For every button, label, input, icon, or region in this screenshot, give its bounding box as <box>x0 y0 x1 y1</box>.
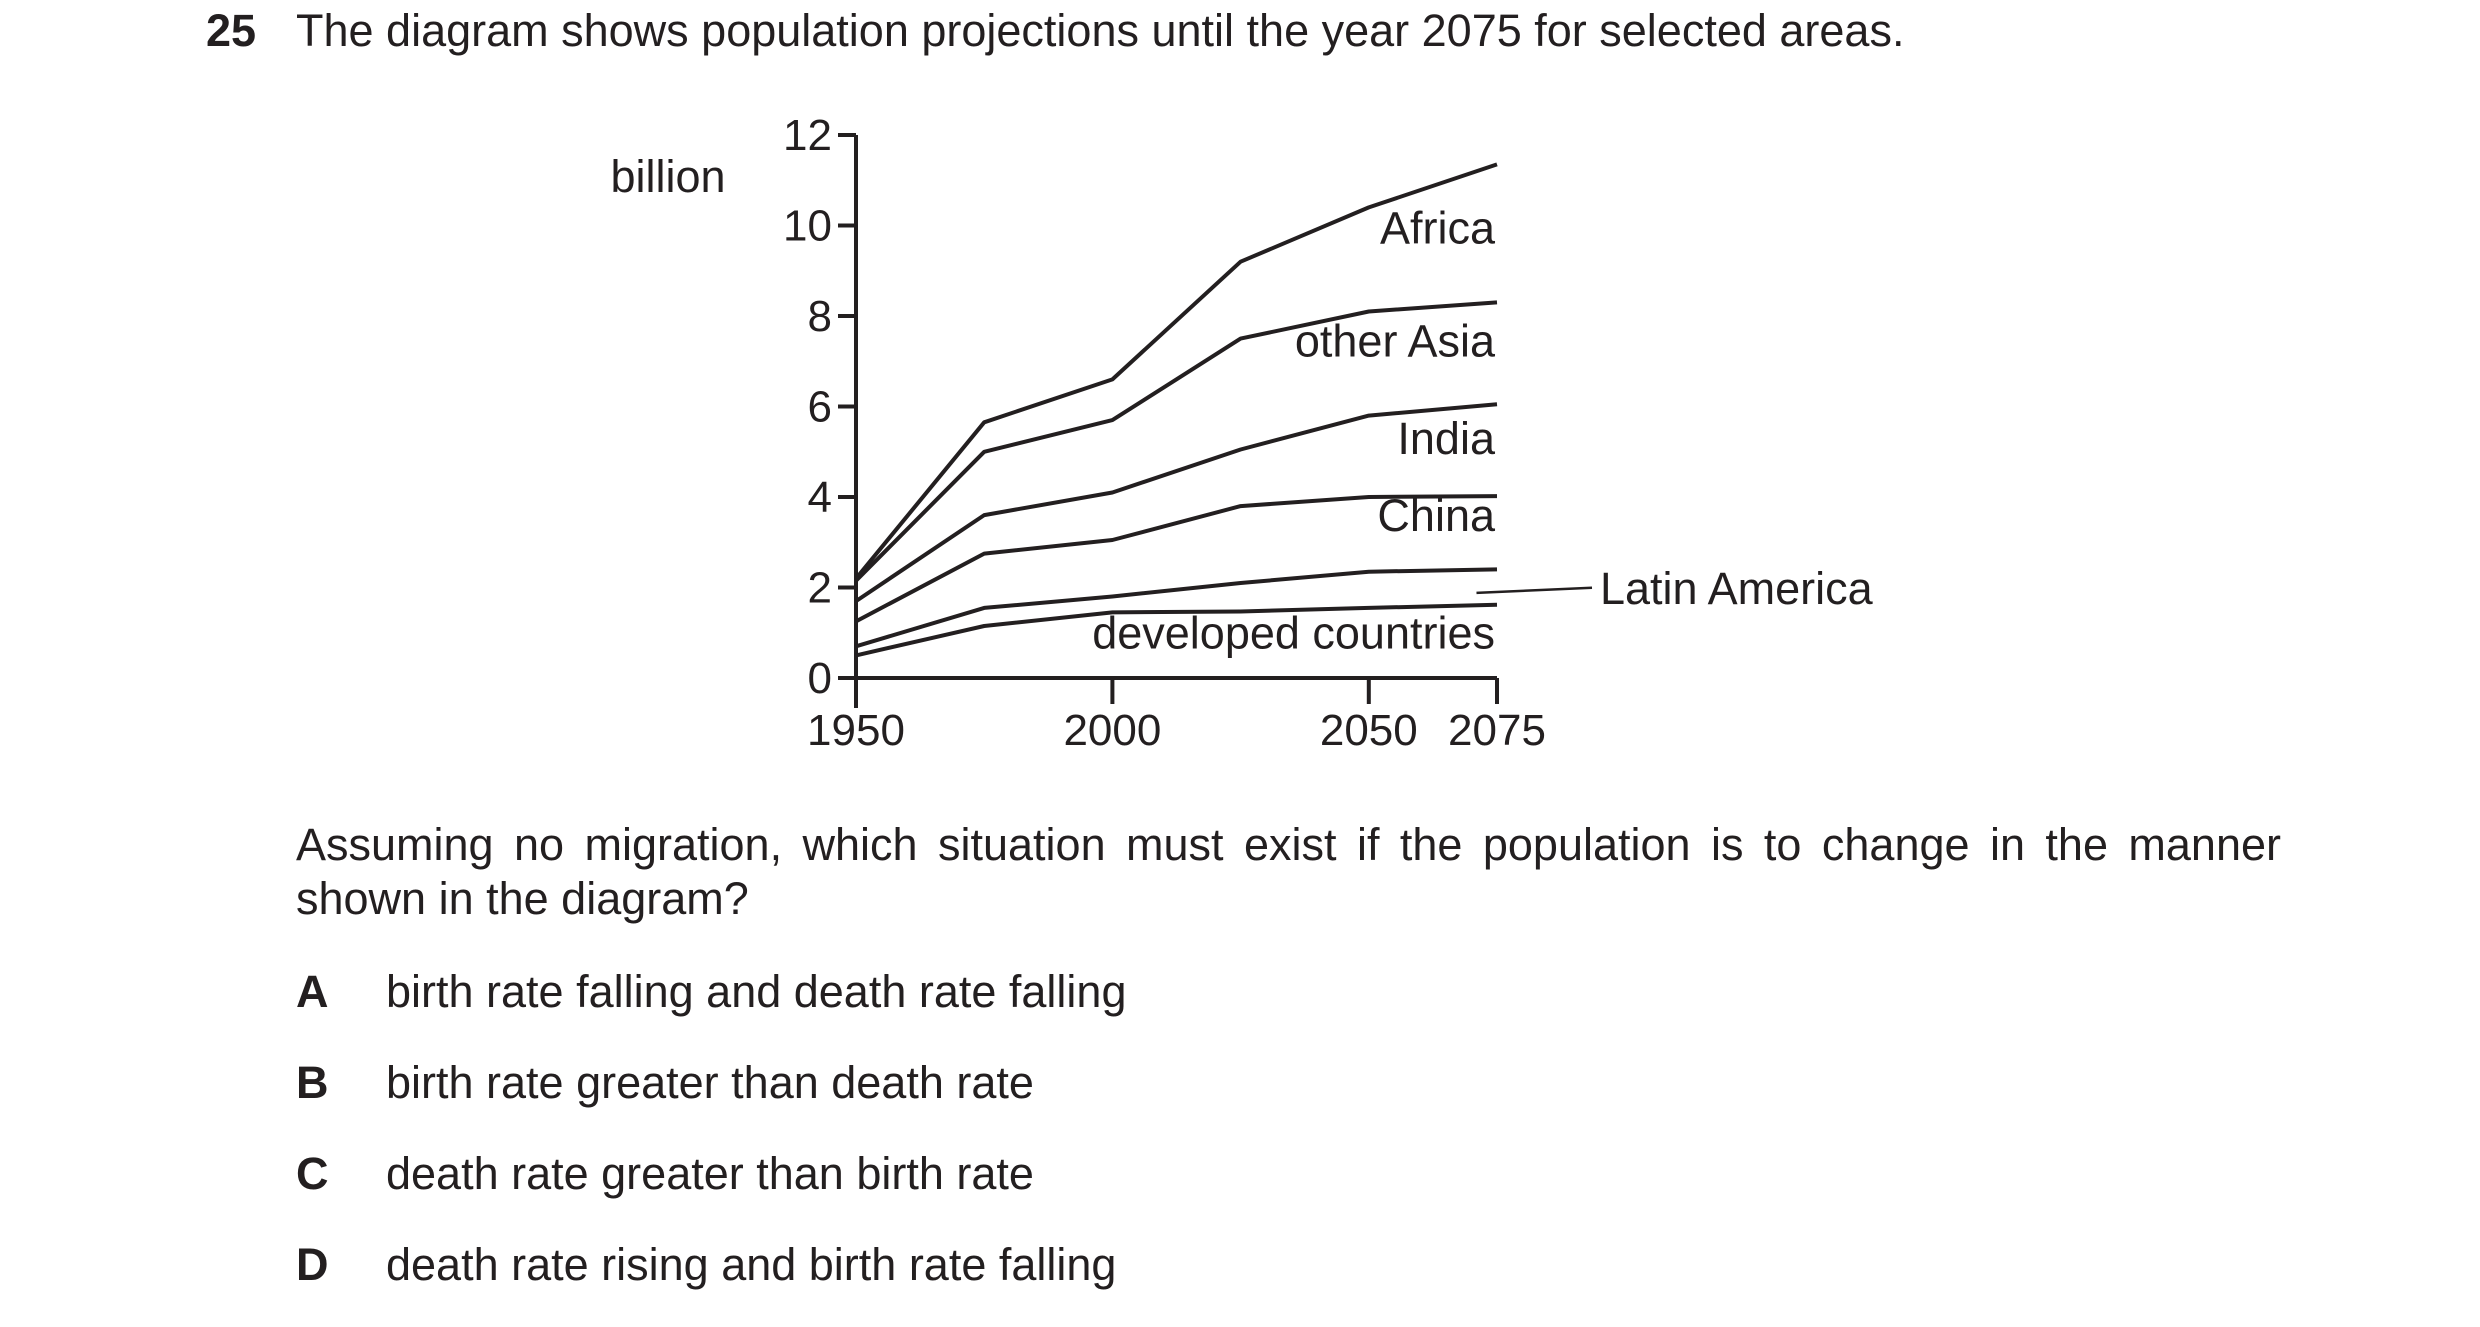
x-tick-label: 2075 <box>1448 706 1546 755</box>
y-tick-label: 6 <box>808 383 832 432</box>
x-tick-label: 2050 <box>1320 706 1418 755</box>
y-tick-label: 8 <box>808 292 832 341</box>
x-tick-label: 2000 <box>1063 706 1161 755</box>
series-boundary-line <box>854 300 1498 583</box>
callout-leader-line <box>1476 586 1593 595</box>
population-chart: 0 2 4 6 8 10 12 1950 2000 2050 2075 billion Africa o… <box>610 111 1873 755</box>
chart-series-lines <box>854 162 1498 658</box>
y-tick-label: 0 <box>808 654 832 703</box>
chart-axes: 0 2 4 6 8 10 12 1950 2000 2050 2075 billion <box>610 111 1545 755</box>
series-boundary-line <box>854 402 1498 603</box>
option-text: birth rate falling and death rate fallin… <box>386 966 1127 1017</box>
question-prompt: Assuming no migration, which situation m… <box>296 819 2281 924</box>
y-axis-label: billion <box>610 151 725 202</box>
callout-label: Latin America <box>1600 563 1874 614</box>
y-tick-label: 12 <box>783 111 832 160</box>
y-tick-label: 10 <box>783 202 832 251</box>
y-tick-label: 4 <box>808 473 832 522</box>
option-letter: D <box>296 1239 329 1290</box>
option-letter: B <box>296 1057 329 1108</box>
option-text: birth rate greater than death rate <box>386 1057 1034 1108</box>
region-label: India <box>1397 413 1496 464</box>
series-boundary-line <box>855 494 1498 624</box>
option-letter: A <box>296 966 329 1017</box>
x-tick-label: 1950 <box>807 706 905 755</box>
region-label: developed countries <box>1092 608 1495 659</box>
option-text: death rate greater than birth rate <box>386 1148 1034 1199</box>
region-label: Africa <box>1380 203 1496 254</box>
chart-region-labels: Africa other Asia India China developed coun… <box>1092 203 1873 659</box>
region-label: China <box>1377 490 1496 541</box>
question-stem: The diagram shows population projections… <box>296 5 1905 56</box>
option-letter: C <box>296 1148 329 1199</box>
question-number: 25 <box>206 5 257 56</box>
region-label: other Asia <box>1295 316 1496 367</box>
series-boundary-line <box>854 162 1498 580</box>
series-boundary-line <box>855 602 1498 658</box>
y-tick-label: 2 <box>808 564 832 613</box>
series-boundary-line <box>855 567 1498 649</box>
option-text: death rate rising and birth rate falling <box>386 1239 1117 1290</box>
